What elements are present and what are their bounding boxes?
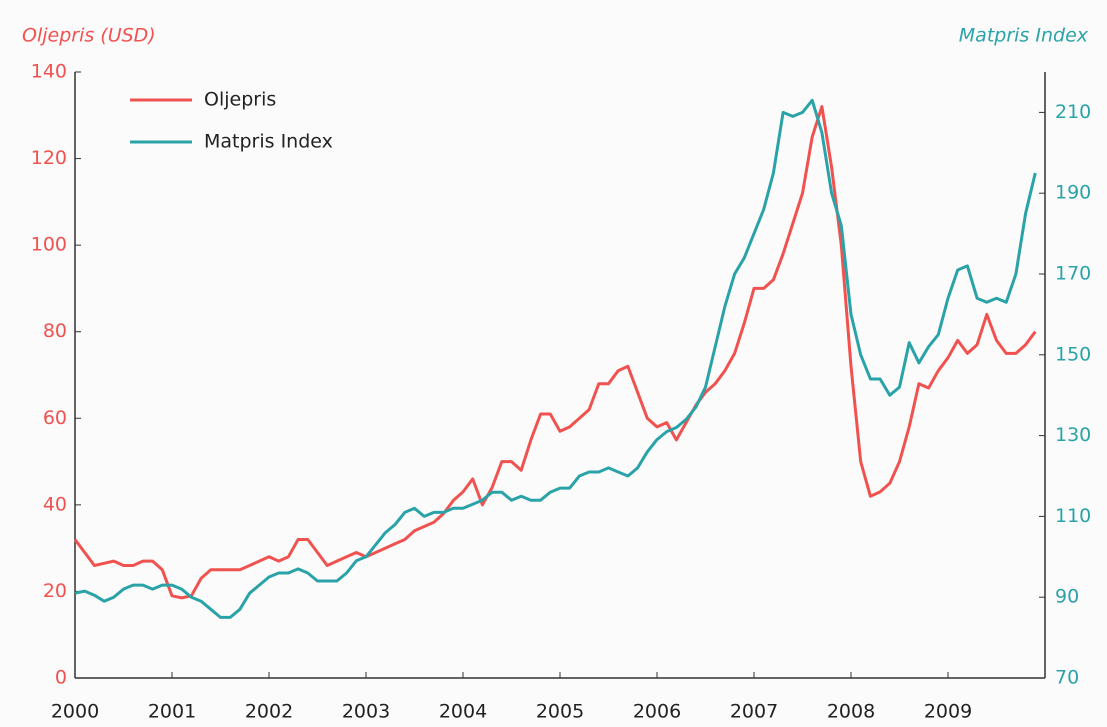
y-tick-label: 60: [43, 407, 67, 429]
y2-tick-label: 110: [1055, 505, 1091, 527]
series-line: [74, 98, 1037, 619]
x-tick-label: 2001: [148, 701, 196, 723]
x-tick-label: 2003: [342, 701, 390, 723]
y-tick-label: 80: [43, 320, 67, 342]
x-tick-label: 2009: [924, 701, 972, 723]
y-tick-label: 0: [55, 667, 67, 689]
x-tick-label: 2002: [245, 701, 293, 723]
y-tick-label: 20: [43, 580, 67, 602]
y2-tick-label: 90: [1055, 586, 1079, 608]
legend-label: Oljepris: [204, 89, 276, 111]
y2-tick-label: 150: [1055, 343, 1091, 365]
x-tick-label: 2008: [827, 701, 875, 723]
y2-tick-label: 130: [1055, 424, 1091, 446]
legend-label: Matpris Index: [204, 131, 333, 153]
x-tick-label: 2006: [633, 701, 681, 723]
y2-axis-title: Matpris Index: [959, 25, 1089, 47]
y2-tick-label: 210: [1055, 101, 1091, 123]
x-tick-label: 2007: [730, 701, 778, 723]
y2-tick-label: 70: [1055, 667, 1079, 689]
y-axis-title: Oljepris (USD): [22, 25, 156, 47]
series-line: [73, 105, 1037, 600]
x-tick-label: 2005: [536, 701, 584, 723]
x-tick-label: 2004: [439, 701, 487, 723]
y-tick-label: 120: [31, 147, 67, 169]
y-tick-label: 100: [31, 234, 67, 256]
y2-tick-label: 170: [1055, 263, 1091, 285]
y2-tick-label: 190: [1055, 182, 1091, 204]
y-tick-label: 40: [43, 493, 67, 515]
y-tick-label: 140: [31, 61, 67, 83]
x-tick-label: 2000: [51, 701, 99, 723]
